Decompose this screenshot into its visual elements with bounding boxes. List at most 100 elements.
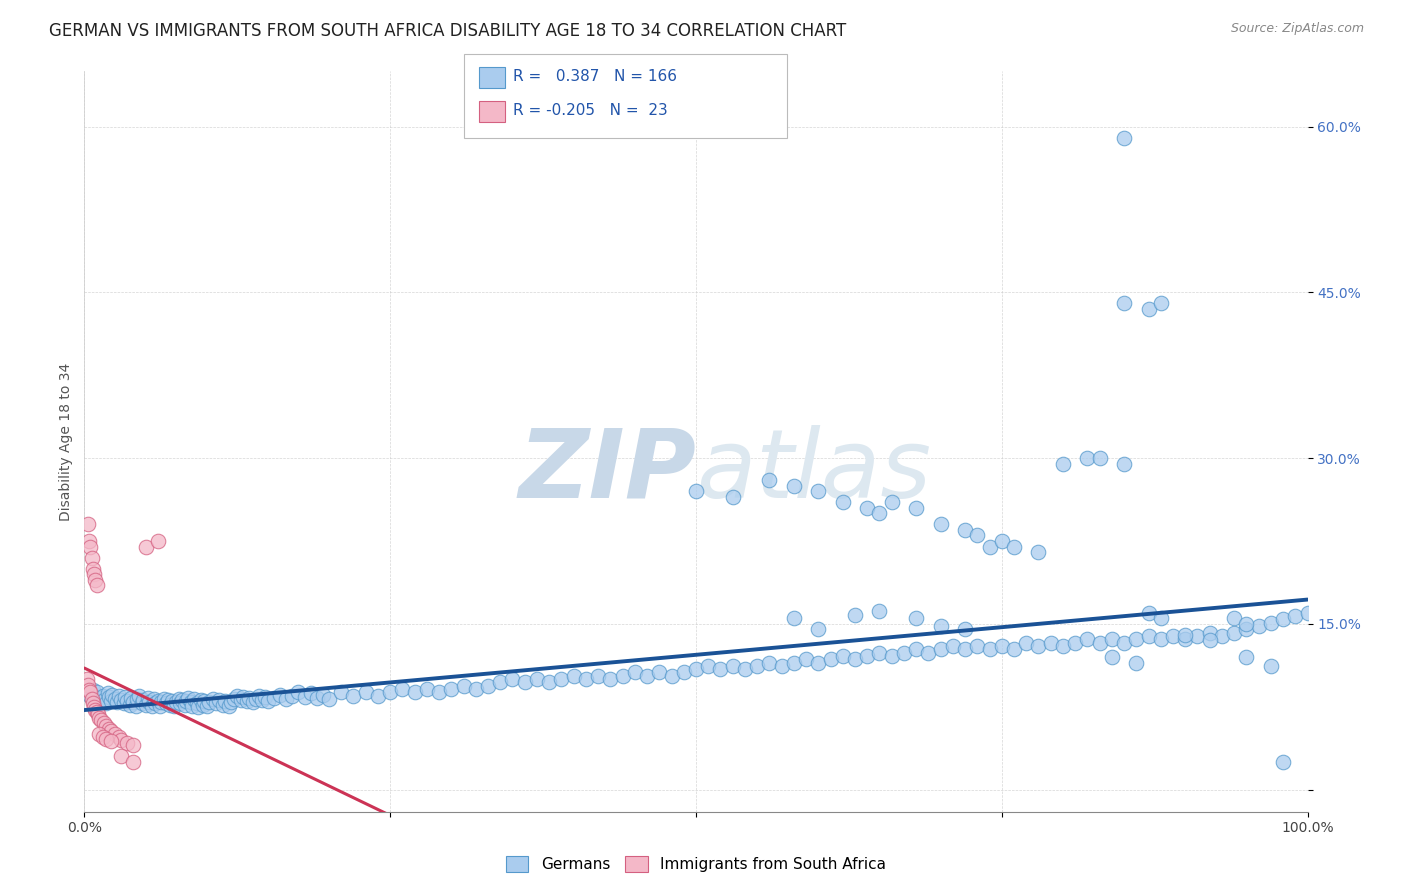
Point [150,695,173,709]
Point [110,749,132,764]
Point [1296,606,1319,620]
Point [222,692,245,706]
Point [135,698,157,712]
Point [1247,619,1270,633]
Point [263,690,285,705]
Point [136,690,159,705]
Point [342,689,364,703]
Point [929,642,952,657]
Point [312,688,335,702]
Point [167,692,190,706]
Point [869,646,891,660]
Point [146,533,169,548]
Point [257,694,280,708]
Point [83,692,105,706]
Point [128,689,150,703]
Point [153,692,176,706]
Point [245,692,267,706]
Point [721,658,744,673]
Point [599,672,621,686]
Point [236,694,259,708]
Point [648,665,671,680]
Point [141,698,163,713]
Point [104,692,127,706]
Point [76,672,98,686]
Text: Source: ZipAtlas.com: Source: ZipAtlas.com [1230,22,1364,36]
Point [917,646,939,660]
Point [186,697,208,711]
Point [89,695,111,709]
Point [97,722,120,736]
Point [1052,639,1074,653]
Point [211,698,233,712]
Point [214,694,236,708]
Point [100,724,122,739]
Point [100,694,122,708]
Point [1137,629,1160,643]
Point [97,690,120,704]
Point [183,692,205,706]
Point [287,685,309,699]
Point [1101,632,1123,647]
Point [242,695,264,709]
Point [391,681,413,696]
Point [131,697,153,711]
Point [156,693,179,707]
Point [966,528,988,542]
Point [416,681,439,696]
Point [86,578,108,592]
Legend: Germans, Immigrants from South Africa: Germans, Immigrants from South Africa [499,850,893,878]
Point [794,652,817,666]
Point [1076,632,1098,647]
Point [942,639,965,653]
Point [1039,635,1062,649]
Point [162,694,184,708]
Point [783,479,806,493]
Point [1002,540,1025,554]
Point [869,507,891,521]
Point [100,734,122,748]
Point [1137,301,1160,316]
Point [79,685,101,699]
Point [172,693,194,707]
Point [169,697,191,711]
Point [1064,635,1087,649]
Point [1114,457,1136,471]
Point [367,689,389,703]
Point [734,662,756,676]
Point [177,690,200,705]
Point [783,611,806,625]
Point [143,697,166,711]
Point [538,675,561,690]
Point [198,695,221,709]
Point [149,698,172,713]
Point [201,692,224,706]
Point [84,573,107,587]
Point [218,698,240,713]
Text: atlas: atlas [696,425,931,517]
Point [1125,632,1147,647]
Point [1223,625,1246,640]
Point [844,652,866,666]
Point [294,690,316,704]
Point [477,679,499,693]
Point [219,695,242,709]
Point [110,732,132,747]
Point [856,500,879,515]
Point [440,681,463,696]
Point [143,692,166,706]
Point [269,688,291,702]
Point [125,698,148,713]
Point [1052,457,1074,471]
Point [575,672,598,686]
Point [238,690,260,705]
Point [96,697,118,711]
Point [807,656,830,670]
Point [281,689,304,703]
Point [299,686,322,700]
Point [155,697,177,711]
Point [190,693,212,707]
Point [93,716,115,731]
Point [1236,650,1258,665]
Point [489,675,512,690]
